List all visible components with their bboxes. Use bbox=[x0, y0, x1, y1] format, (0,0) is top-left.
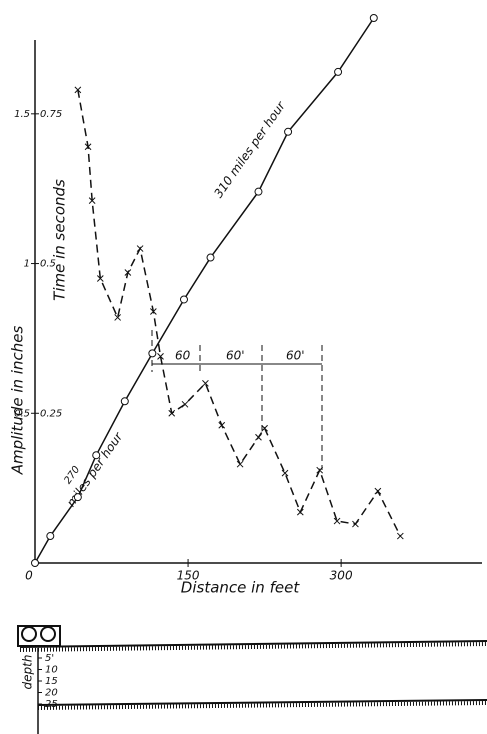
y2-tick-label: 0.5 bbox=[40, 259, 56, 270]
dimension-lines bbox=[151, 330, 323, 470]
x-tick-label: 300 bbox=[330, 569, 353, 583]
point bbox=[316, 466, 324, 474]
plot: Distance in feet Amplitude in inches Tim… bbox=[9, 40, 482, 597]
depth-diagram: depth bbox=[17, 625, 487, 734]
point bbox=[206, 253, 215, 262]
point bbox=[88, 197, 96, 205]
point bbox=[374, 487, 382, 495]
point bbox=[261, 424, 268, 432]
annotation: 310 miles per hour bbox=[211, 98, 288, 200]
annotation: 60' bbox=[286, 349, 305, 363]
point bbox=[281, 469, 289, 477]
point bbox=[284, 127, 293, 136]
depth-label: depth bbox=[21, 655, 35, 690]
y2-tick-label: 0.75 bbox=[40, 109, 62, 120]
y-axis-label: Amplitude in inches bbox=[9, 326, 27, 476]
point bbox=[124, 269, 132, 276]
y2-axis-label: Time in seconds bbox=[51, 179, 69, 301]
depth-tick-label: 15 bbox=[45, 676, 58, 687]
depth-tick-label: 5' bbox=[45, 653, 54, 664]
point bbox=[296, 508, 304, 516]
point bbox=[92, 451, 101, 460]
point bbox=[84, 143, 92, 151]
point bbox=[369, 14, 378, 22]
point bbox=[74, 86, 82, 94]
point bbox=[181, 400, 189, 408]
x-axis-label: Distance in feet bbox=[181, 579, 301, 597]
point bbox=[136, 245, 144, 252]
annotation: 60' bbox=[226, 349, 245, 363]
depth-tick-label: 10 bbox=[45, 665, 58, 676]
point bbox=[150, 308, 157, 315]
point bbox=[179, 295, 188, 304]
point bbox=[218, 421, 226, 429]
y2-tick-label: 0.25 bbox=[40, 408, 62, 419]
point bbox=[202, 379, 209, 387]
point bbox=[96, 275, 104, 282]
x-tick-label: 150 bbox=[177, 569, 200, 583]
point bbox=[255, 433, 262, 441]
point bbox=[168, 409, 176, 417]
point bbox=[352, 520, 359, 528]
point bbox=[114, 314, 122, 321]
depth-tick-label: 25 bbox=[45, 699, 58, 710]
x-tick-label: 0 bbox=[25, 569, 33, 583]
point bbox=[46, 532, 55, 541]
point bbox=[73, 493, 82, 502]
annotation: 60 bbox=[175, 349, 191, 363]
point bbox=[157, 353, 164, 360]
point bbox=[333, 517, 341, 525]
point bbox=[120, 397, 129, 406]
y-tick-label: 0.5 bbox=[14, 408, 30, 419]
point bbox=[148, 349, 157, 358]
y-tick-label: 1.5 bbox=[14, 109, 30, 120]
point bbox=[236, 460, 244, 468]
point bbox=[334, 67, 343, 76]
point bbox=[31, 559, 39, 567]
point bbox=[396, 532, 404, 540]
series-line bbox=[34, 17, 375, 564]
y-tick-label: 1 bbox=[24, 259, 30, 270]
point bbox=[254, 187, 263, 196]
depth-tick-label: 20 bbox=[45, 688, 58, 699]
